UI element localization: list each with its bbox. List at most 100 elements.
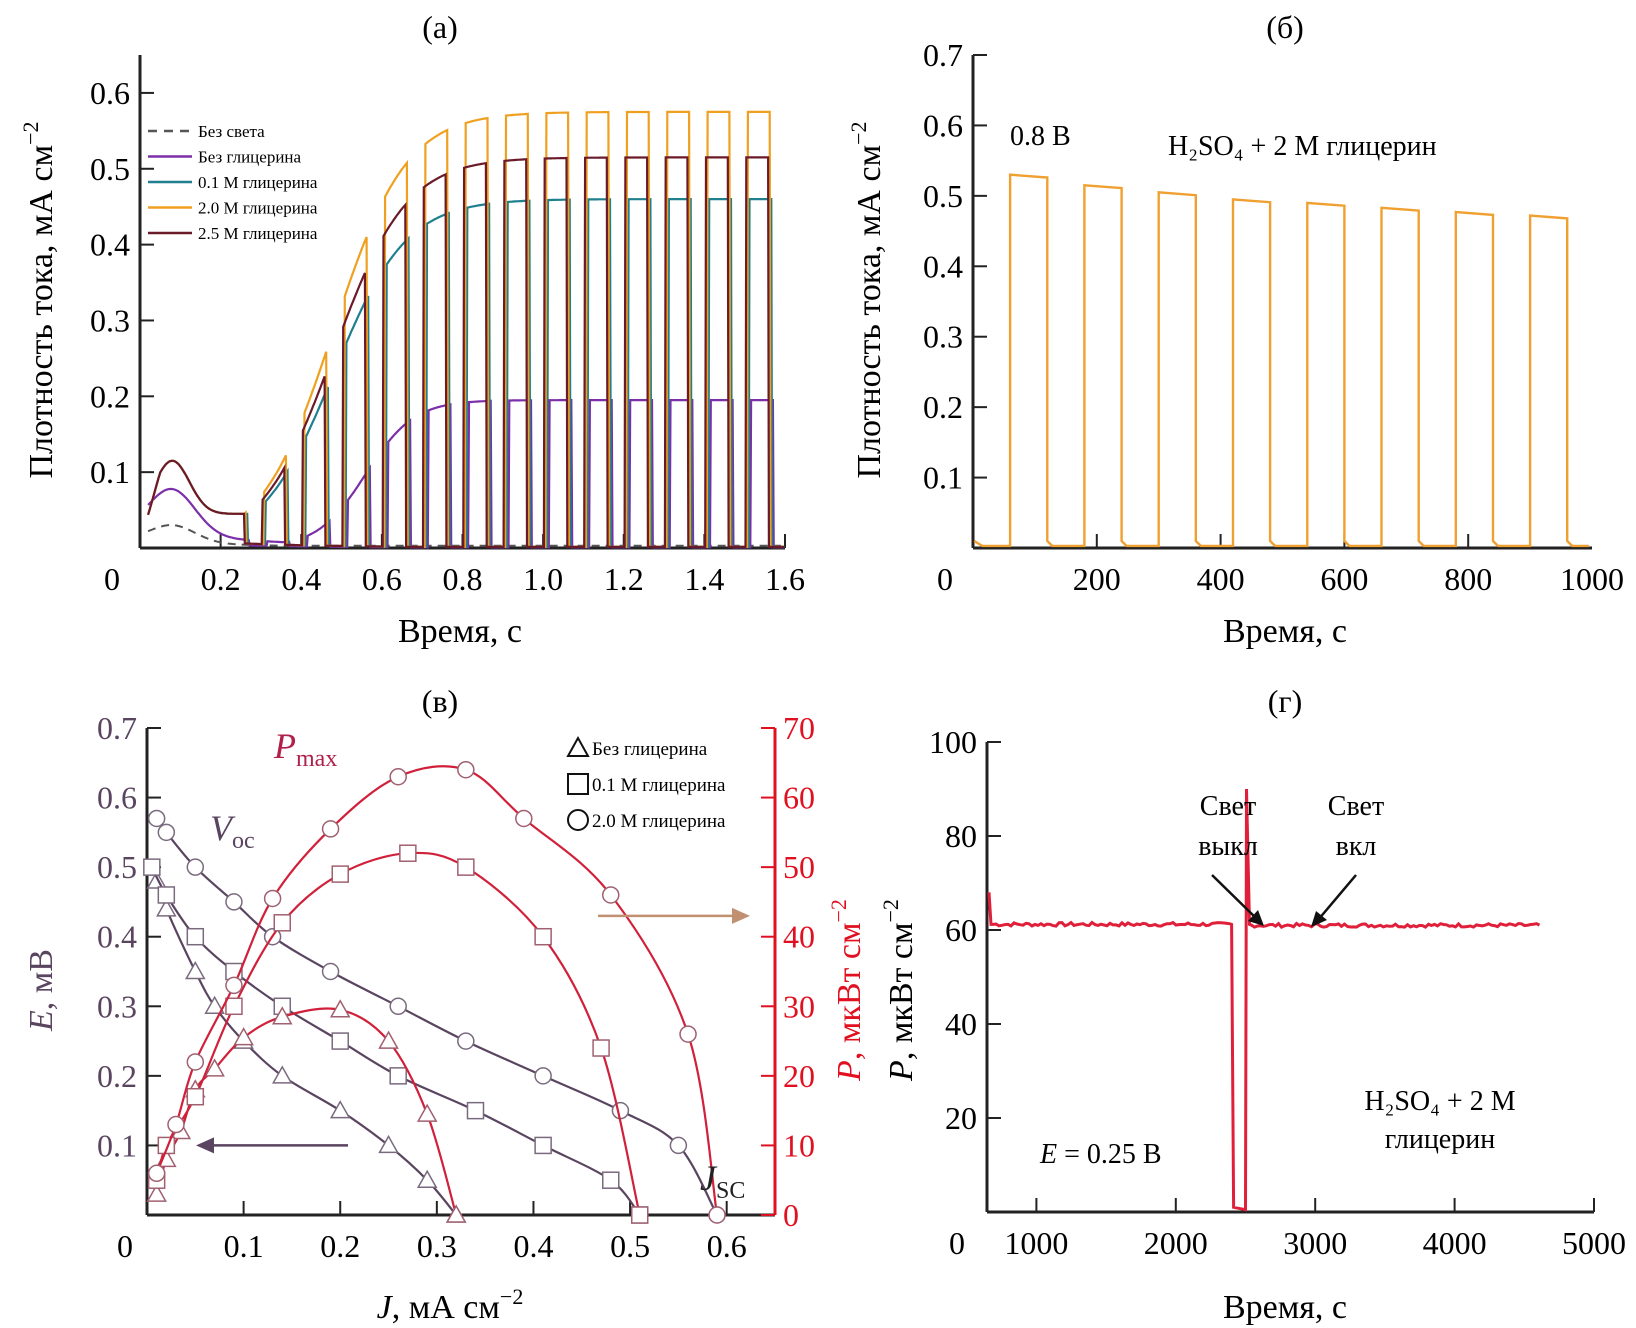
y-tick-label-left: 0.2: [97, 1058, 137, 1094]
data-point-circle: [263, 889, 282, 908]
y-tick-label-right: 30: [783, 988, 815, 1024]
data-point-circle: [225, 893, 243, 911]
data-point-square: [143, 858, 161, 876]
x-tick-label: 0.6: [707, 1228, 747, 1264]
panel-d-xlabel: Время, с: [1223, 1289, 1347, 1326]
panel-c-ylabel-right: P, мкВт см−2: [826, 899, 868, 1082]
panel-c-xlabel: J, мА см−2: [377, 1284, 524, 1326]
legend-label: 0.1 М глицерина: [198, 173, 318, 192]
data-point-triangle: [204, 995, 225, 1015]
x-tick-label: 0: [937, 561, 953, 597]
x-tick-label: 0: [949, 1225, 965, 1261]
x-tick-label: 0.5: [610, 1228, 650, 1264]
panel-d-label: (г): [1268, 683, 1302, 719]
y-tick-label-right: 60: [783, 780, 815, 816]
arrow-light-on-head-icon: [1311, 911, 1327, 927]
panel-b-label: (б): [1266, 9, 1304, 45]
x-tick-label: 0.4: [513, 1228, 553, 1264]
legend-label: Без глицерина: [198, 148, 302, 167]
panel-c: (в) 0 0.1 0.2 0.3 0.4 0.5 0.6 0.1 0.2 0.3 0.4 0.5 0.…: [23, 683, 868, 1326]
e-curve-triangle: [155, 880, 458, 1216]
data-point-circle: [389, 767, 407, 786]
y-tick-label-left: 0.4: [97, 919, 137, 955]
y-tick-label-left: 0.6: [97, 780, 137, 816]
x-tick-label: 0: [117, 1228, 133, 1264]
y-tick-label: 0.2: [923, 389, 963, 425]
y-tick-label-right: 40: [783, 919, 815, 955]
x-tick-label: 1000: [1560, 561, 1624, 597]
data-point-circle: [186, 858, 205, 876]
arrow-light-off-head-icon: [1248, 910, 1264, 926]
y-tick-label-right: 50: [783, 849, 815, 885]
y-tick-label-right: 10: [783, 1127, 815, 1163]
data-point-triangle: [416, 1169, 438, 1188]
arrow-right-head-icon: [732, 907, 750, 924]
data-point-circle: [147, 1164, 166, 1183]
data-point-triangle: [416, 1103, 438, 1122]
y-tick-label-left: 0.3: [97, 988, 137, 1024]
data-point-triangle: [233, 1027, 254, 1046]
series-line-chopped-current: [973, 173, 1589, 548]
panel-b-ylabel: Плотность тока, мА см−2: [846, 121, 888, 478]
data-point-square: [331, 865, 349, 883]
series-line-power: [987, 788, 1541, 1212]
x-tick-label: 2000: [1144, 1225, 1208, 1261]
y-tick-label-right: 20: [783, 1058, 815, 1094]
y-tick-label: 0.4: [90, 227, 130, 263]
x-tick-label: 0.1: [224, 1228, 264, 1264]
y-tick-label-right: 70: [783, 710, 815, 746]
x-tick-label: 0.2: [201, 561, 241, 597]
legend: Без глицерина 0.1 М глицерина 2.0 М глицер…: [566, 735, 726, 832]
x-tick-label: 0.6: [362, 561, 402, 597]
legend-label: 2.5 М глицерина: [198, 224, 318, 243]
y-tick-label: 20: [945, 1100, 977, 1136]
y-tick-label-left: 0.1: [97, 1127, 137, 1163]
data-point-square: [592, 1039, 610, 1057]
panel-d: (г) 0 1000 2000 3000 4000 5000 20 40 60 80 100 Вре…: [878, 683, 1626, 1326]
panel-a-ylabel: Плотность тока, мА см−2: [18, 121, 60, 478]
data-point-circle: [602, 886, 620, 904]
data-point-circle: [389, 997, 407, 1016]
panel-a-label: (а): [422, 9, 458, 45]
y-tick-label-right: 0: [783, 1197, 799, 1233]
pmax-annotation: Pmax: [273, 726, 337, 772]
x-tick-label: 1.6: [765, 561, 805, 597]
y-tick-label: 0.4: [923, 248, 963, 284]
legend-label: 2.0 М глицерина: [592, 811, 726, 832]
data-point-square: [534, 1136, 552, 1155]
x-tick-label: 3000: [1283, 1225, 1347, 1261]
x-tick-label: 400: [1197, 561, 1245, 597]
data-point-square: [602, 1171, 620, 1189]
x-tick-label: 200: [1073, 561, 1121, 597]
x-tick-label: 1.0: [523, 561, 563, 597]
y-tick-label: 0.5: [923, 178, 963, 214]
electrolyte-annotation-2: глицерин: [1385, 1124, 1495, 1155]
data-point-circle: [186, 1053, 205, 1071]
potential-annotation: E = 0.25 В: [1039, 1139, 1162, 1170]
y-tick-label: 0.7: [923, 37, 963, 73]
series-line-4: [147, 156, 785, 549]
e-curve-square: [150, 866, 641, 1216]
legend-marker-triangle: [566, 735, 590, 757]
data-point-circle: [457, 1032, 475, 1050]
panel-c-ylabel-left: E, мВ: [23, 949, 60, 1032]
arrow-light-on: [1317, 874, 1357, 921]
panel-a-xlabel: Время, с: [398, 613, 522, 650]
data-point-triangle: [445, 1204, 467, 1223]
y-tick-label-left: 0.7: [97, 710, 137, 746]
data-point-circle: [457, 760, 475, 779]
y-tick-label: 0.5: [90, 151, 130, 187]
y-tick-label: 0.3: [90, 302, 130, 338]
panel-c-label: (в): [422, 683, 458, 719]
legend-label: Без света: [198, 122, 265, 141]
e-curve-circle: [155, 817, 718, 1216]
data-point-triangle: [156, 898, 177, 917]
legend: Без света Без глицерина 0.1 М глицерина 2.0…: [148, 122, 318, 243]
data-point-square: [157, 886, 176, 904]
light-off-annotation-1: Свет: [1200, 791, 1256, 822]
data-point-circle: [225, 976, 243, 995]
data-point-square: [389, 1067, 407, 1085]
data-point-circle: [147, 809, 166, 828]
arrow-left-head-icon: [196, 1137, 214, 1154]
data-point-triangle: [204, 1058, 225, 1077]
